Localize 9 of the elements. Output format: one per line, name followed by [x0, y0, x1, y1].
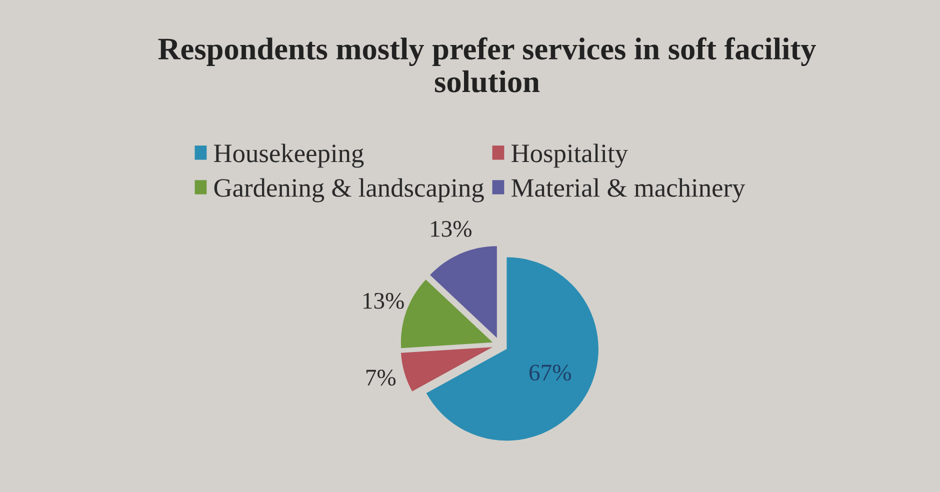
- data-label: 67%: [530, 364, 571, 381]
- legend-label: Hospitality: [512, 144, 628, 168]
- data-label: 13%: [363, 292, 404, 309]
- data-label: 7%: [366, 370, 396, 386]
- legend-label: Material & machinery: [512, 178, 746, 202]
- chart-title: Respondents mostly prefer services in soft facility solution: [158, 37, 816, 92]
- data-label: 13%: [431, 220, 472, 237]
- legend-label: Gardening & landscaping: [214, 178, 484, 202]
- legend-label: Housekeeping: [214, 144, 364, 168]
